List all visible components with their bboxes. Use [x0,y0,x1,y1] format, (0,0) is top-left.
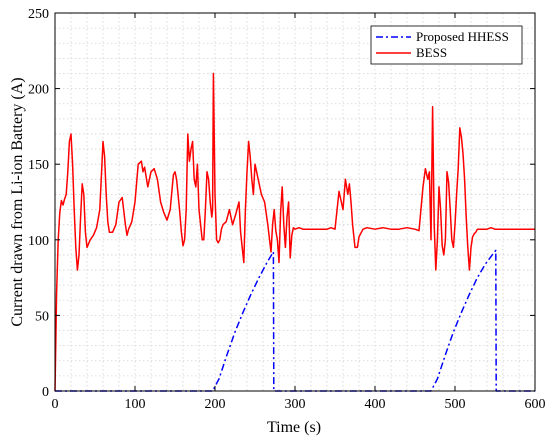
x-axis-label: Time (s) [267,419,321,436]
series-line-bess [54,72,535,392]
y-tick-label: 100 [28,234,49,249]
y-tick-label: 0 [42,385,49,400]
x-tick-label: 600 [525,397,546,412]
x-tick-label: 400 [365,397,386,412]
y-tick-label: 200 [28,83,49,98]
legend: Proposed HHESS BESS [370,25,523,65]
y-tick-label: 50 [35,309,49,324]
y-axis-label: Current drawn from Li-ion Battery (A) [9,77,26,326]
legend-entry-proposed-hhess: Proposed HHESS [416,29,509,44]
x-tick-label: 500 [445,397,466,412]
axes: 0 100 200 300 400 500 600 0 50 100 150 200 250 [28,7,546,412]
x-tick-label: 300 [285,397,306,412]
y-tick-label: 150 [28,158,49,173]
y-tick-label: 250 [28,7,49,22]
legend-entry-bess: BESS [416,45,447,60]
x-tick-label: 100 [125,397,146,412]
legend-box [370,25,523,65]
grid [55,13,535,391]
x-tick-label: 0 [52,397,59,412]
x-tick-label: 200 [205,397,226,412]
